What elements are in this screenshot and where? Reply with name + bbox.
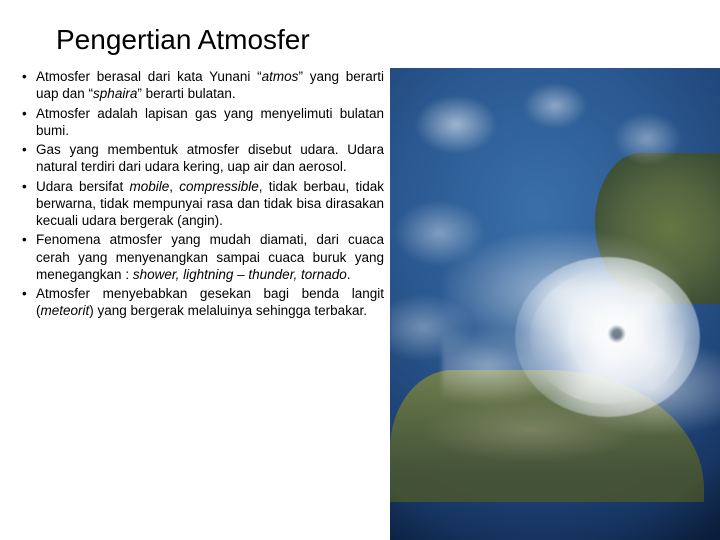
bullet-item: Atmosfer adalah lapisan gas yang menyeli… (22, 105, 384, 140)
slide-title: Pengertian Atmosfer (0, 24, 720, 56)
italic-term: meteorit (41, 303, 90, 318)
bullet-item: Atmosfer berasal dari kata Yunani “atmos… (22, 68, 384, 103)
bullet-item: Atmosfer menyebabkan gesekan bagi benda … (22, 285, 384, 320)
image-column (390, 68, 720, 540)
bullet-item: Udara bersifat mobile, compressible, tid… (22, 178, 384, 230)
italic-term: sphaira (93, 86, 137, 101)
hurricane-satellite-image (390, 68, 720, 540)
bullet-item: Fenomena atmosfer yang mudah diamati, da… (22, 231, 384, 283)
content-row: Atmosfer berasal dari kata Yunani “atmos… (0, 68, 720, 540)
bullet-item: Gas yang membentuk atmosfer disebut udar… (22, 141, 384, 176)
space-vignette (390, 68, 720, 540)
text-column: Atmosfer berasal dari kata Yunani “atmos… (0, 68, 390, 540)
italic-term: compressible (179, 179, 259, 194)
bullet-list: Atmosfer berasal dari kata Yunani “atmos… (22, 68, 384, 320)
italic-term: shower, lightning – thunder, tornado (133, 267, 347, 282)
italic-term: mobile (129, 179, 169, 194)
italic-term: atmos (262, 69, 299, 84)
